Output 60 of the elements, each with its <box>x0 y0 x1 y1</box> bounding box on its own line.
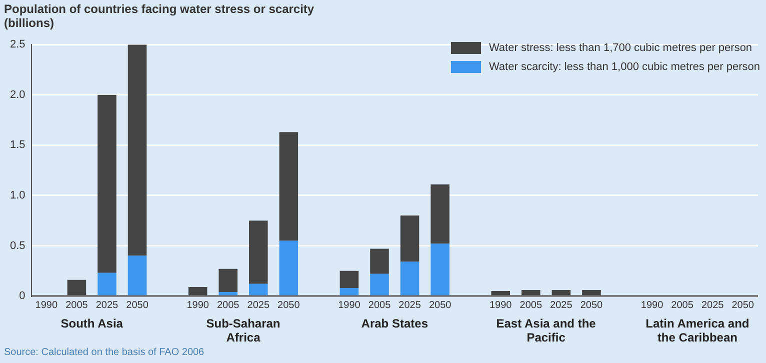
x-tick-label: 2025 <box>247 300 270 311</box>
bar <box>552 290 571 296</box>
bar <box>430 244 450 296</box>
y-axis-title: (billions) <box>4 16 54 30</box>
x-tick-label: 2050 <box>126 300 149 311</box>
bar <box>400 216 420 262</box>
y-tick-label: 0 <box>19 290 26 302</box>
bar <box>582 290 601 296</box>
bar <box>400 262 420 296</box>
x-tick-label: 2025 <box>96 300 119 311</box>
bar <box>128 44 147 256</box>
text: Sub-Saharan Africa <box>206 316 280 344</box>
x-tick-label: 1990 <box>338 300 361 311</box>
text: Arab States <box>361 316 428 330</box>
bar <box>218 268 238 292</box>
bar <box>98 272 116 296</box>
x-tick-label: 2005 <box>66 300 88 311</box>
bar <box>370 248 389 274</box>
x-tick-label: 2005 <box>520 300 542 311</box>
x-tick-label: 1990 <box>186 300 210 311</box>
y-tick-label: 2.0 <box>10 88 26 101</box>
x-tick-label: 2050 <box>428 300 452 311</box>
bar <box>279 240 298 296</box>
legend-label: Water scarcity: less than 1,000 cubic metres per person <box>488 61 760 73</box>
source-note: Source: Calculated on the basis of FAO 2006 <box>4 347 204 358</box>
x-tick-label: 2050 <box>278 300 300 311</box>
text: Latin America and the Caribbean <box>646 316 750 344</box>
x-tick-label: 2050 <box>732 300 754 311</box>
bar <box>491 290 510 296</box>
text: East Asia and the Pacific <box>496 316 596 344</box>
x-tick-label: 2005 <box>216 300 240 311</box>
x-tick-label: 2025 <box>550 300 573 311</box>
bar <box>249 220 268 284</box>
bar <box>430 184 450 244</box>
bar <box>340 270 359 288</box>
bar <box>340 288 359 296</box>
y-tick-label: 2.5 <box>10 38 26 51</box>
y-tick-label: 1.0 <box>10 189 26 202</box>
bar <box>218 292 238 296</box>
x-tick-label: 1990 <box>35 300 58 311</box>
x-tick-label: 2005 <box>368 300 392 311</box>
x-tick-label: 2025 <box>398 300 422 311</box>
bar <box>249 284 268 296</box>
text: South Asia <box>60 316 124 330</box>
bar <box>370 274 389 296</box>
bar <box>279 132 298 241</box>
y-tick-label: 0.5 <box>10 240 26 252</box>
x-tick-label: 1990 <box>640 300 664 311</box>
legend-label: Water stress: less than 1,700 cubic metres per person <box>488 42 752 54</box>
bar <box>98 94 116 273</box>
y-tick-label: 1.5 <box>10 139 26 152</box>
x-tick-label: 1990 <box>490 300 512 311</box>
bar <box>188 286 208 296</box>
x-tick-label: 2050 <box>580 300 604 311</box>
bar <box>67 280 86 296</box>
x-tick-label: 2005 <box>671 300 694 311</box>
x-tick-label: 2025 <box>701 300 724 311</box>
chart-title: Population of countries facing water stress or scarcity <box>4 2 314 16</box>
bar <box>128 256 147 296</box>
bar <box>522 290 540 296</box>
